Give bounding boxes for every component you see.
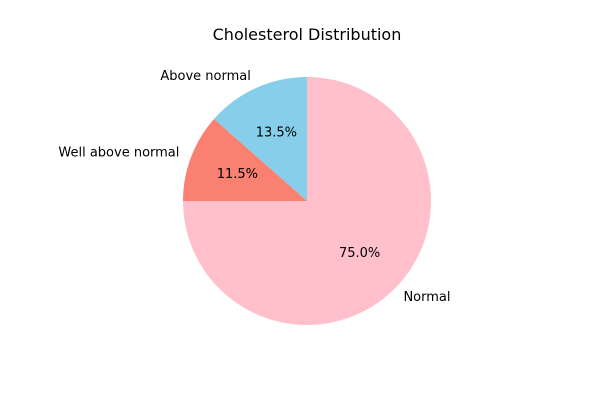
pie-slice-above-normal	[213, 77, 307, 201]
pct-label: 13.5%	[256, 126, 297, 141]
pct-label: 11.5%	[217, 167, 258, 182]
slice-label: Above normal	[160, 69, 250, 84]
chart-title: Cholesterol Distribution	[213, 25, 402, 44]
pie-slice-well-above-normal	[183, 118, 307, 201]
pie-slices	[183, 77, 431, 325]
slice-label: Normal	[403, 290, 450, 305]
slice-label: Well above normal	[58, 145, 179, 160]
pct-label: 75.0%	[339, 246, 380, 261]
pie-slice-normal	[183, 77, 431, 325]
pie-labels: 13.5% Above normal 11.5% Well above normal 7…	[58, 69, 450, 305]
